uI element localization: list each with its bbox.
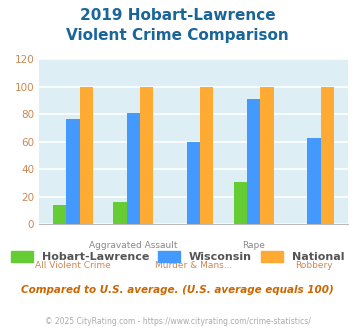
Text: Murder & Mans...: Murder & Mans... — [155, 261, 232, 270]
Bar — [80, 87, 93, 224]
Bar — [53, 205, 66, 224]
Bar — [140, 87, 153, 224]
Bar — [200, 87, 213, 224]
Bar — [247, 99, 260, 224]
Text: Compared to U.S. average. (U.S. average equals 100): Compared to U.S. average. (U.S. average … — [21, 285, 334, 295]
Bar — [113, 202, 127, 224]
Text: Robbery: Robbery — [295, 261, 333, 270]
Bar — [234, 182, 247, 224]
Bar — [307, 138, 321, 224]
Text: Rape: Rape — [242, 241, 265, 250]
Bar — [260, 87, 274, 224]
Text: Violent Crime Comparison: Violent Crime Comparison — [66, 28, 289, 43]
Legend: Hobart-Lawrence, Wisconsin, National: Hobart-Lawrence, Wisconsin, National — [6, 247, 349, 267]
Text: Aggravated Assault: Aggravated Assault — [89, 241, 178, 250]
Bar — [127, 113, 140, 224]
Bar — [321, 87, 334, 224]
Text: 2019 Hobart-Lawrence: 2019 Hobart-Lawrence — [80, 8, 275, 23]
Text: © 2025 CityRating.com - https://www.cityrating.com/crime-statistics/: © 2025 CityRating.com - https://www.city… — [45, 317, 310, 326]
Bar — [187, 142, 200, 224]
Bar — [66, 118, 80, 224]
Text: All Violent Crime: All Violent Crime — [35, 261, 111, 270]
